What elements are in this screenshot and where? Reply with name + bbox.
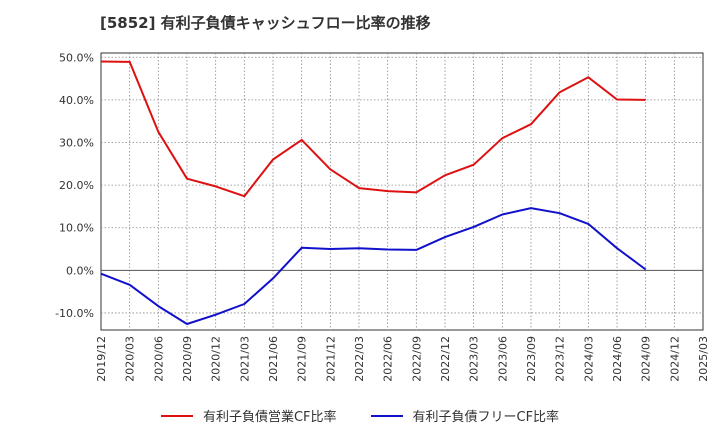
grid-lines — [101, 53, 703, 330]
x-tick-label: 2021/06 — [267, 336, 280, 382]
series-lines — [100, 60, 647, 325]
legend-swatch-operating-cf — [160, 414, 193, 417]
x-tick-label: 2022/12 — [439, 336, 452, 382]
x-tick-label: 2021/12 — [324, 336, 337, 382]
x-tick-label: 2025/03 — [697, 336, 710, 382]
legend-swatch-free-cf — [370, 414, 403, 417]
y-tick-label: 0.0% — [66, 264, 94, 277]
y-tick-label: -10.0% — [55, 307, 94, 320]
x-tick-label: 2023/03 — [468, 336, 481, 382]
legend-item-free-cf: 有利子負債フリーCF比率 — [370, 406, 560, 425]
x-tick-label: 2024/09 — [640, 336, 653, 382]
x-tick-label: 2023/06 — [496, 336, 509, 382]
legend-label-free-cf: 有利子負債フリーCF比率 — [412, 410, 560, 425]
x-tick-label: 2024/12 — [668, 336, 681, 382]
chart-title: [5852] 有利子負債キャッシュフロー比率の推移 — [100, 14, 431, 32]
x-tick-label: 2020/09 — [181, 336, 194, 382]
x-tick-label: 2023/09 — [525, 336, 538, 382]
y-tick-label: 40.0% — [59, 94, 94, 107]
y-tick-label: 20.0% — [59, 179, 94, 192]
y-axis-ticks: -10.0% 0.0% 10.0% 20.0% 30.0% 40.0% 50.0% — [55, 51, 94, 320]
y-tick-label: 50.0% — [59, 51, 94, 64]
legend-item-operating-cf: 有利子負債営業CF比率 — [160, 406, 337, 425]
x-tick-label: 2023/12 — [554, 336, 567, 382]
x-tick-label: 2020/06 — [152, 336, 165, 382]
series-line-1 — [100, 207, 647, 325]
x-tick-label: 2024/06 — [611, 336, 624, 382]
y-tick-label: 10.0% — [59, 222, 94, 235]
x-tick-label: 2021/09 — [296, 336, 309, 382]
x-tick-label: 2021/03 — [238, 336, 251, 382]
x-axis-ticks: 2019/12 2020/03 2020/06 2020/09 2020/12 2021/… — [95, 336, 710, 382]
x-tick-label: 2019/12 — [95, 336, 108, 382]
x-tick-label: 2022/09 — [410, 336, 423, 382]
x-tick-label: 2020/12 — [210, 336, 223, 382]
x-tick-label: 2024/03 — [582, 336, 595, 382]
series-line-0 — [100, 60, 646, 198]
legend: 有利子負債営業CF比率 有利子負債フリーCF比率 — [0, 406, 720, 425]
y-tick-label: 30.0% — [59, 136, 94, 149]
x-tick-label: 2022/06 — [382, 336, 395, 382]
x-tick-label: 2022/03 — [353, 336, 366, 382]
x-tick-label: 2020/03 — [124, 336, 137, 382]
legend-label-operating-cf: 有利子負債営業CF比率 — [202, 410, 337, 425]
